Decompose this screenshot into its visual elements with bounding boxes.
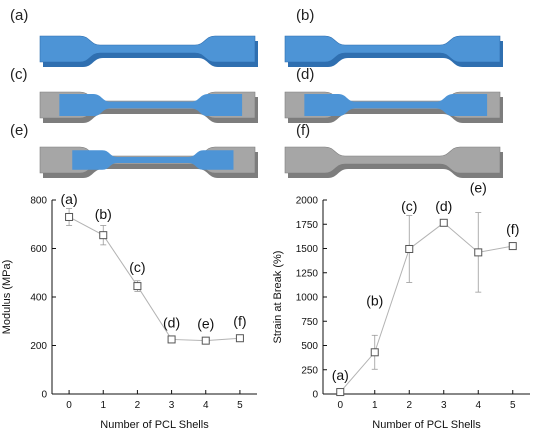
x-tick-label: 4 (475, 400, 481, 411)
data-point-label: (d) (435, 198, 452, 214)
data-point-label: (c) (129, 259, 145, 275)
y-tick-label: 800 (30, 196, 47, 207)
y-tick-label: 1000 (296, 293, 319, 304)
data-point-label: (d) (163, 314, 180, 330)
x-tick-label: 2 (406, 400, 412, 411)
y-tick-label: 750 (301, 317, 318, 328)
data-point (474, 248, 483, 257)
y-tick-label: 500 (301, 341, 318, 352)
y-tick-label: 0 (41, 390, 47, 401)
x-tick-label: 1 (100, 400, 106, 411)
y-tick-label: 2000 (296, 196, 319, 207)
specimen-core-3 (304, 93, 488, 117)
modulus-chart: 0 200 400 600 800 0 1 2 3 4 5 Number of PCL Shells M… (1, 191, 257, 431)
data-point-label: (e) (470, 179, 487, 195)
y-tick-label: 1500 (296, 244, 319, 255)
specimen-label: (d) (296, 66, 314, 83)
data-point (370, 348, 379, 357)
y-tick-label: 1750 (296, 220, 319, 231)
data-point (133, 282, 142, 291)
y-tick-label: 0 (312, 390, 318, 401)
data-point-label: (f) (233, 313, 246, 329)
specimen-label: (c) (10, 66, 28, 83)
specimen-side-2 (43, 97, 258, 123)
data-point-label: (a) (332, 367, 349, 383)
x-tick-label: 0 (337, 400, 343, 411)
specimen-label: (a) (10, 7, 28, 24)
specimen-body-0 (39, 35, 256, 63)
x-tick-label: 4 (203, 400, 209, 411)
data-point-label: (e) (197, 316, 214, 332)
data-point (99, 231, 108, 240)
data-point-label: (f) (506, 221, 519, 237)
x-axis-title: Number of PCL Shells (100, 419, 209, 431)
series-line (339, 222, 513, 393)
specimen-label: (e) (10, 122, 28, 139)
specimen-body-5 (284, 146, 501, 174)
y-tick-label: 600 (30, 244, 47, 255)
data-point (235, 334, 244, 343)
data-point (65, 212, 74, 221)
specimen-body-1 (284, 35, 501, 63)
data-point (167, 335, 176, 344)
specimen-side-1 (288, 41, 503, 67)
x-tick-label: 0 (66, 400, 72, 411)
specimen-side-4 (43, 152, 258, 178)
data-point-label: (b) (366, 292, 383, 308)
data-point (201, 336, 210, 345)
specimen-side-5 (288, 152, 503, 178)
data-point (439, 218, 448, 227)
data-point (336, 388, 345, 397)
series-line (68, 216, 240, 342)
x-tick-label: 3 (169, 400, 175, 411)
x-tick-label: 3 (441, 400, 447, 411)
y-tick-label: 200 (30, 341, 47, 352)
y-tick-label: 1250 (296, 268, 319, 279)
specimen-core-4 (72, 150, 234, 170)
specimen-label: (f) (296, 122, 310, 139)
x-tick-label: 5 (237, 400, 243, 411)
strain-at-break-chart: 0 250 500 750 1000 1250 1500 1750 2000 0 1 2 3 4 5 Numb… (272, 179, 530, 431)
data-point-label: (a) (61, 191, 78, 207)
data-point (405, 244, 414, 253)
y-axis-title: Strain at Break (%) (272, 251, 284, 344)
x-tick-label: 5 (510, 400, 516, 411)
data-point-label: (c) (401, 198, 417, 214)
data-point-label: (b) (95, 206, 112, 222)
x-tick-label: 2 (135, 400, 141, 411)
specimen-panels: (a) (b) (c) (d) (e) (f) (10, 7, 503, 178)
specimen-side-3 (288, 97, 503, 123)
y-tick-label: 400 (30, 293, 47, 304)
x-tick-label: 1 (372, 400, 378, 411)
specimen-label: (b) (296, 7, 314, 24)
y-axis-title: Modulus (MPa) (1, 260, 13, 335)
y-tick-label: 250 (301, 365, 318, 376)
specimen-side-0 (43, 41, 258, 67)
x-axis-title: Number of PCL Shells (372, 419, 481, 431)
data-point (508, 242, 517, 251)
specimen-core-2 (59, 93, 243, 117)
